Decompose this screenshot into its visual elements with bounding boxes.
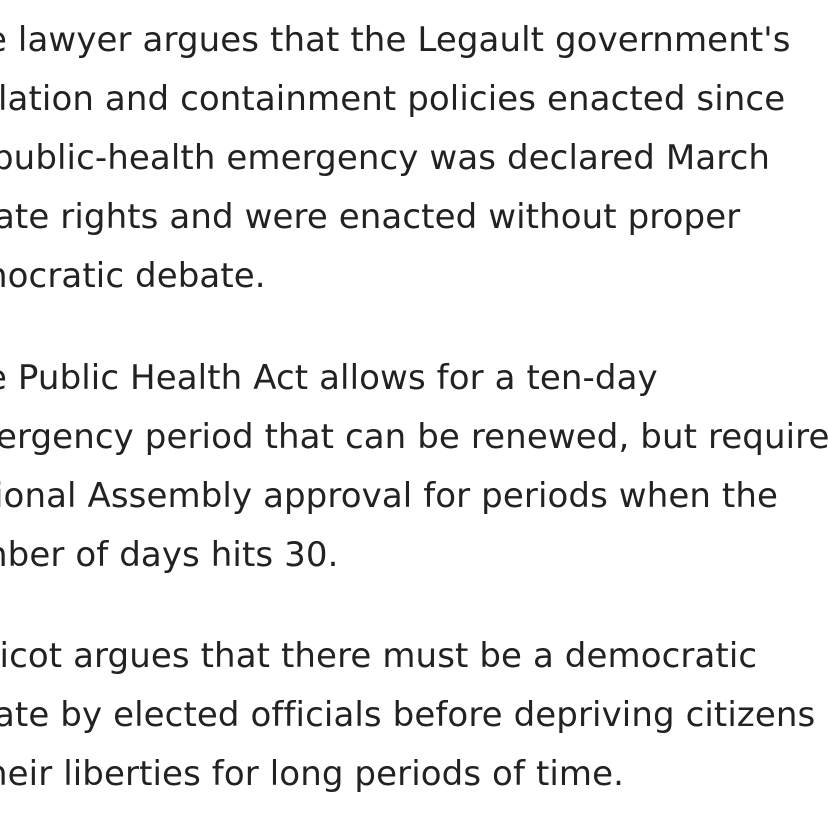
text-line: e lawyer argues that the Legault governm…	[0, 20, 791, 60]
text-line: lation and containment policies enacted …	[0, 79, 786, 119]
text-line: heir liberties for long periods of time.	[0, 754, 625, 794]
text-line: public-health emergency was declared Mar…	[0, 138, 771, 178]
text-line: ional Assembly approval for periods when…	[0, 476, 779, 516]
text-line: e Public Health Act allows for a ten-day	[0, 358, 658, 398]
text-line: nber of days hits 30.	[0, 535, 339, 575]
text-line: ergency period that can be renewed, but …	[0, 417, 828, 457]
text-line: ate rights and were enacted without prop…	[0, 197, 741, 237]
text-line: licot argues that there must be a democr…	[0, 636, 758, 676]
text-line: ate by elected officials before deprivin…	[0, 695, 816, 735]
text-line: nocratic debate.	[0, 256, 266, 296]
